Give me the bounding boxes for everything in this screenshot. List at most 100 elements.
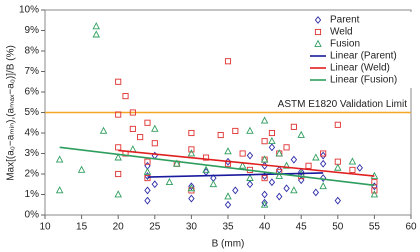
weld-point xyxy=(217,131,224,139)
weld-point xyxy=(334,121,341,128)
y-tick-label: 3% xyxy=(25,148,40,159)
weld-point xyxy=(188,129,195,137)
weld-point xyxy=(371,187,378,194)
fusion-point xyxy=(114,153,122,161)
x-tick-label: 55 xyxy=(369,222,381,233)
fusion-point xyxy=(224,147,232,155)
parent-point xyxy=(319,159,327,168)
x-tick-label: 15 xyxy=(76,222,88,233)
legend-swatch xyxy=(314,16,322,24)
x-tick-label: 30 xyxy=(186,222,198,233)
weld-point xyxy=(115,78,122,85)
weld-point xyxy=(261,175,268,182)
fusion-point xyxy=(99,126,108,134)
parent-point xyxy=(290,155,298,164)
fusion-point xyxy=(260,200,269,208)
y-tick-label: 10% xyxy=(19,5,39,16)
trend-line xyxy=(118,149,375,177)
fusion-point xyxy=(290,186,298,194)
fusion-point xyxy=(173,159,181,167)
legend-label: Linear (Weld) xyxy=(330,63,390,74)
fusion-point xyxy=(260,116,269,124)
fusion-point xyxy=(187,149,196,157)
fusion-point xyxy=(275,149,283,157)
fusion-point xyxy=(209,179,218,188)
trend-line xyxy=(147,172,324,178)
y-tick-label: 2% xyxy=(25,169,40,180)
fusion-point xyxy=(55,186,64,194)
weld-point xyxy=(224,58,232,65)
legend-swatch xyxy=(314,39,322,47)
fusion-point xyxy=(312,153,320,161)
y-axis-label: Max[(a₀−aₘᵢₙ),(aₘₐₓ−a₀)]/B (%) xyxy=(6,45,17,181)
y-tick-label: 8% xyxy=(25,46,40,57)
fusion-point xyxy=(151,124,159,132)
fusion-point xyxy=(246,126,254,134)
parent-point xyxy=(319,151,327,160)
weld-point xyxy=(144,119,151,126)
x-tick-label: 40 xyxy=(259,222,271,233)
weld-point xyxy=(115,144,122,151)
trend-line xyxy=(59,146,375,187)
x-tick-label: 60 xyxy=(405,222,417,233)
x-tick-label: 10 xyxy=(39,222,51,233)
legend-label: Linear (Fusion) xyxy=(330,75,397,86)
legend-label: Fusion xyxy=(330,39,360,50)
x-axis-label: B (mm) xyxy=(212,239,245,250)
y-tick-label: 0% xyxy=(25,210,40,221)
parent-point xyxy=(276,192,283,201)
parent-point xyxy=(224,200,232,209)
fusion-point xyxy=(92,22,100,30)
fusion-point xyxy=(268,136,276,145)
parent-point xyxy=(356,163,363,172)
weld-point xyxy=(349,166,356,173)
y-tick-label: 9% xyxy=(25,25,40,36)
y-tick-label: 5% xyxy=(25,107,40,118)
fusion-point xyxy=(246,173,254,181)
x-tick-label: 45 xyxy=(296,222,308,233)
fusion-point xyxy=(165,177,174,186)
weld-point xyxy=(268,129,275,137)
parent-point xyxy=(246,180,254,189)
parent-point xyxy=(261,198,268,207)
fusion-point xyxy=(143,167,152,175)
fusion-point xyxy=(275,171,283,179)
legend-swatch xyxy=(314,28,322,36)
weld-point xyxy=(144,158,151,165)
weld-point xyxy=(239,150,246,157)
parent-point xyxy=(298,168,305,176)
y-tick-label: 6% xyxy=(25,87,40,98)
fusion-point xyxy=(297,130,305,138)
legend-label: Linear (Parent) xyxy=(330,51,397,62)
parent-point xyxy=(246,151,254,160)
x-tick-label: 50 xyxy=(332,222,344,233)
parent-point xyxy=(334,196,341,205)
parent-point xyxy=(188,182,195,191)
weld-point xyxy=(232,127,239,135)
parent-point xyxy=(151,180,158,189)
x-tick-label: 35 xyxy=(222,222,234,233)
x-tick-label: 25 xyxy=(149,222,161,233)
fusion-point xyxy=(114,190,122,198)
fusion-point xyxy=(77,165,86,173)
parent-point xyxy=(268,143,276,152)
weld-point xyxy=(320,150,327,157)
parent-point xyxy=(261,190,268,199)
weld-point xyxy=(290,123,297,130)
limit-label: ASTM E1820 Validation Limit xyxy=(278,99,408,110)
parent-point xyxy=(188,194,195,203)
fusion-point xyxy=(238,161,247,169)
parent-point xyxy=(283,184,290,193)
weld-point xyxy=(144,175,151,182)
weld-point xyxy=(188,146,195,153)
legend-label: Parent xyxy=(330,15,360,26)
fusion-point xyxy=(92,30,100,38)
fusion-point xyxy=(202,165,210,173)
fusion-point xyxy=(370,190,379,198)
fusion-point xyxy=(334,163,342,171)
weld-point xyxy=(151,140,158,147)
weld-point xyxy=(137,134,144,141)
y-tick-label: 7% xyxy=(25,66,40,77)
